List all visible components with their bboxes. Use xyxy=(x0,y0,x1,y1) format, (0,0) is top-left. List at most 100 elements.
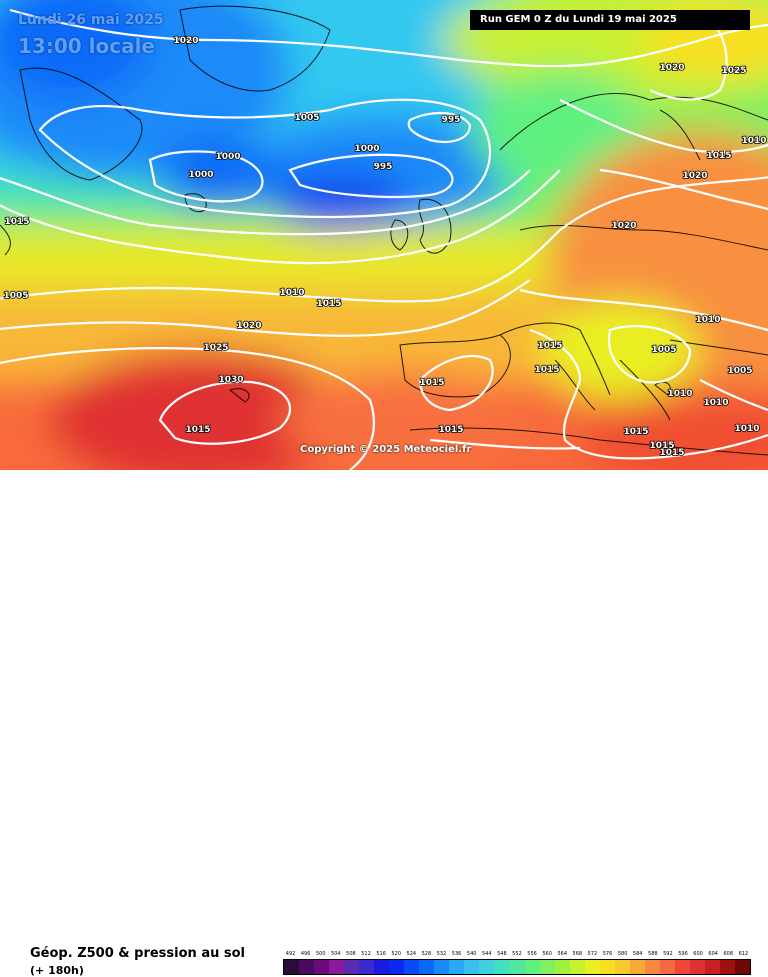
isobar-label: 1015 xyxy=(438,425,463,435)
scale-swatch xyxy=(719,960,735,974)
scale-swatch xyxy=(644,960,660,974)
scale-swatch xyxy=(689,960,705,974)
scale-swatch xyxy=(509,960,525,974)
scale-swatch xyxy=(434,960,450,974)
scale-swatch xyxy=(479,960,495,974)
scale-tick-label: 548 xyxy=(497,951,507,957)
scale-tick-label: 604 xyxy=(708,951,718,957)
isobar-label: 1020 xyxy=(236,321,261,331)
scale-tick-label: 512 xyxy=(361,951,371,957)
scale-swatch xyxy=(674,960,690,974)
forecast-lead-time: (+ 180h) xyxy=(30,964,84,977)
scale-tick-label: 492 xyxy=(285,951,296,957)
isobar-label: 1015 xyxy=(4,217,29,227)
isobar-label: 1015 xyxy=(659,448,684,458)
scale-tick-label: 592 xyxy=(663,951,673,957)
forecast-date: Lundi 26 mai 2025 xyxy=(18,12,164,28)
scale-swatch xyxy=(464,960,480,974)
scale-swatch xyxy=(449,960,465,974)
scale-tick-label: 572 xyxy=(587,951,598,957)
isobar-label: 995 xyxy=(442,115,461,125)
scale-tick-label: 532 xyxy=(436,951,447,957)
scale-tick-label: 600 xyxy=(693,951,703,957)
weather-map: 1020 1020 1025 1005 995 1010 1000 1000 1015 995 10… xyxy=(0,0,768,470)
scale-tick-label: 516 xyxy=(376,951,386,957)
scale-tick-label: 524 xyxy=(406,951,417,957)
forecast-local-time: 13:00 locale xyxy=(18,34,155,58)
isobar-label: 1015 xyxy=(316,299,341,309)
scale-tick-label: 528 xyxy=(421,951,432,957)
isobar-label: 1015 xyxy=(706,151,731,161)
scale-swatch xyxy=(569,960,585,974)
scale-tick-label: 608 xyxy=(723,951,734,957)
isobar-label: 1005 xyxy=(727,366,752,376)
geopotential-field xyxy=(0,0,768,470)
scale-tick-label: 540 xyxy=(466,951,477,957)
isobar-label: 1005 xyxy=(3,291,28,301)
isobar-label: 1010 xyxy=(734,424,759,434)
isobar-label: 1020 xyxy=(173,36,198,46)
scale-tick-label: 508 xyxy=(346,951,356,957)
scale-tick-label: 584 xyxy=(632,951,643,957)
scale-swatch xyxy=(359,960,375,974)
scale-swatch xyxy=(374,960,390,974)
scale-tick-label: 544 xyxy=(481,951,492,957)
isobar-label: 1010 xyxy=(667,389,692,399)
isobar-label: 1015 xyxy=(419,378,444,388)
scale-swatch xyxy=(599,960,615,974)
isobar-label: 1010 xyxy=(695,315,720,325)
copyright-notice: Copyright © 2025 Meteociel.fr xyxy=(300,444,472,455)
color-scale-bar xyxy=(283,959,751,975)
scale-tick-label: 596 xyxy=(678,951,688,957)
color-scale-labels: 492 496 500 504 508 512 516 520 524 528 532 536 540 5… xyxy=(283,950,751,958)
isobar-label: 1010 xyxy=(279,288,304,298)
scale-tick-label: 588 xyxy=(648,951,658,957)
scale-tick-label: 536 xyxy=(451,951,462,957)
scale-swatch xyxy=(584,960,600,974)
scale-tick-label: 556 xyxy=(527,951,537,957)
scale-tick-label: 552 xyxy=(512,951,522,957)
scale-tick-label: 500 xyxy=(315,951,326,957)
scale-tick-label: 568 xyxy=(572,951,583,957)
isobar-label: 1020 xyxy=(611,221,636,231)
isobar-label: 1010 xyxy=(703,398,728,408)
scale-tick-label: 504 xyxy=(331,951,341,957)
scale-swatch xyxy=(329,960,345,974)
scale-swatch xyxy=(299,960,315,974)
scale-tick-label: 496 xyxy=(300,951,311,957)
scale-swatch xyxy=(404,960,420,974)
isobar-label: 1015 xyxy=(534,365,559,375)
isobar-label: 1025 xyxy=(721,66,746,76)
isobar-label: 1010 xyxy=(741,136,766,146)
scale-swatch xyxy=(419,960,435,974)
isobar-label: 1030 xyxy=(218,375,243,385)
isobar-label: 1005 xyxy=(651,345,676,355)
isobar-label: 1000 xyxy=(188,170,213,180)
scale-tick-label: 580 xyxy=(617,951,628,957)
scale-tick-label: 576 xyxy=(602,951,613,957)
scale-tick-label: 612 xyxy=(738,951,749,957)
scale-swatch xyxy=(554,960,570,974)
scale-tick-label: 520 xyxy=(391,951,401,957)
isobar-label: 1020 xyxy=(682,171,707,181)
scale-tick-label: 560 xyxy=(542,951,552,957)
isobar-label: 1020 xyxy=(659,63,684,73)
isobar-label: 995 xyxy=(374,162,393,172)
isobar-label: 1015 xyxy=(623,427,648,437)
scale-swatch xyxy=(539,960,555,974)
scale-swatch xyxy=(659,960,675,974)
isobars xyxy=(0,8,768,470)
isobar-label: 1000 xyxy=(354,144,379,154)
scale-swatch xyxy=(629,960,645,974)
scale-swatch xyxy=(284,960,300,974)
isobar-label: 1000 xyxy=(215,152,240,162)
scale-swatch xyxy=(614,960,630,974)
model-run-info: Run GEM 0 Z du Lundi 19 mai 2025 xyxy=(470,10,750,30)
isobar-label: 1025 xyxy=(203,343,228,353)
color-scale: 492 496 500 504 508 512 516 520 524 528 532 536 540 5… xyxy=(283,950,751,976)
isobar-label: 1015 xyxy=(185,425,210,435)
legend-footer: Géop. Z500 & pression au sol (+ 180h) 49… xyxy=(0,470,768,977)
scale-swatch xyxy=(494,960,510,974)
